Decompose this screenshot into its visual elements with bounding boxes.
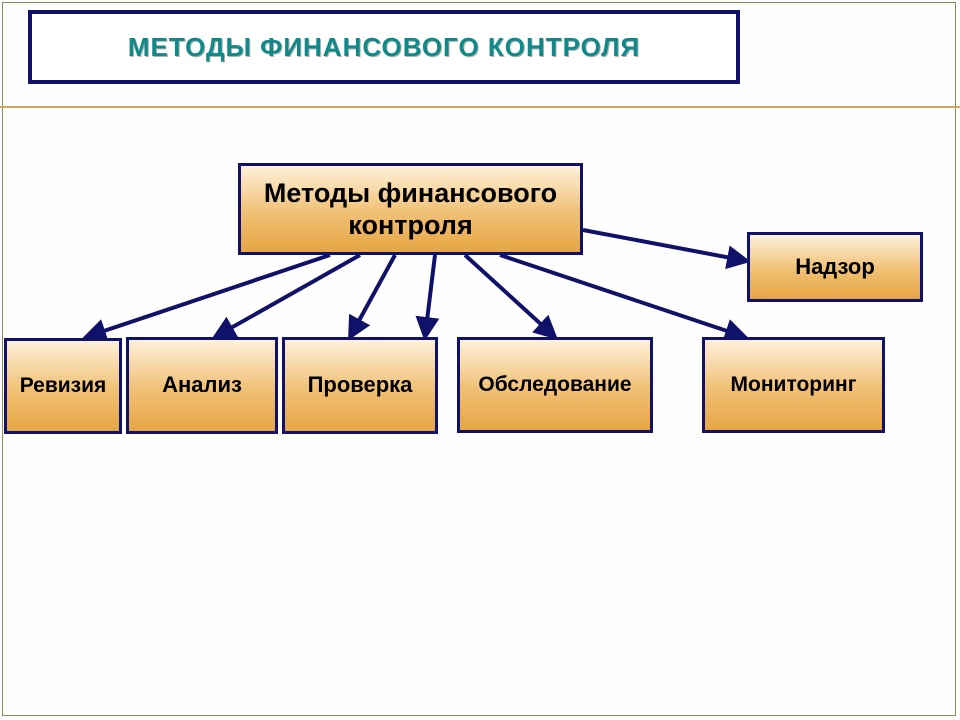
child-node: Анализ xyxy=(126,337,278,434)
slide-title-box: МЕТОДЫ ФИНАНСОВОГО КОНТРОЛЯ xyxy=(28,10,740,84)
child-node-label: Анализ xyxy=(162,372,242,398)
title-divider xyxy=(0,106,960,108)
root-node-label: Методы финансового контроля xyxy=(264,177,557,242)
child-node: Надзор xyxy=(747,232,923,302)
child-node-label: Мониторинг xyxy=(731,372,857,397)
root-node: Методы финансового контроля xyxy=(238,163,583,255)
child-node: Проверка xyxy=(282,337,438,434)
child-node: Мониторинг xyxy=(702,337,885,433)
child-node: Обследование xyxy=(457,337,653,433)
child-node-label: Обследование xyxy=(478,372,631,397)
slide-title: МЕТОДЫ ФИНАНСОВОГО КОНТРОЛЯ xyxy=(128,32,640,63)
child-node-label: Проверка xyxy=(308,372,413,398)
child-node: Ревизия xyxy=(4,338,122,434)
child-node-label: Ревизия xyxy=(20,373,107,398)
child-node-label: Надзор xyxy=(795,254,875,280)
